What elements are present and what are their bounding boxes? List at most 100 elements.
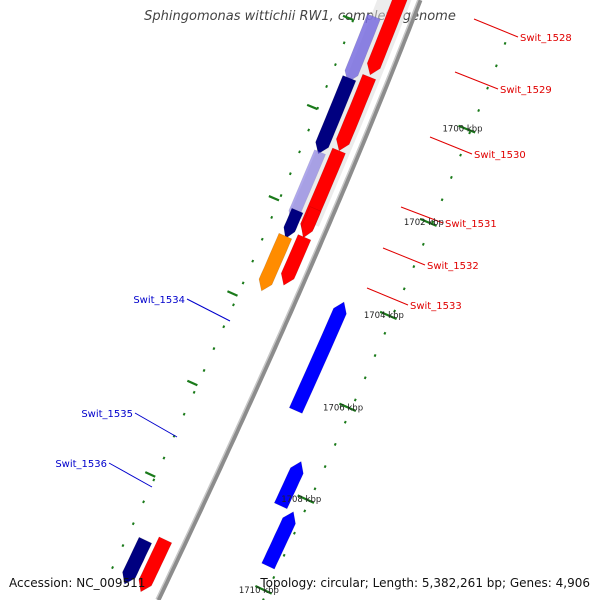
leader-line: [382, 247, 426, 266]
ruler-label: 1700 kbp: [443, 125, 483, 135]
gene-arrow-swit-1536: [261, 511, 296, 570]
major-tick: [419, 217, 437, 227]
gene-arrow-next-dark: [122, 536, 153, 585]
minor-tick: [111, 565, 114, 570]
minor-tick: [282, 553, 286, 557]
major-tick: [338, 402, 357, 412]
major-tick: [254, 584, 273, 595]
gene-arrow-swit-1534: [288, 301, 347, 414]
major-tick: [268, 195, 280, 202]
minor-tick: [192, 390, 196, 394]
leader-line: [473, 18, 519, 38]
gene-arrow-swit-1532: [280, 234, 312, 286]
major-tick: [186, 379, 198, 387]
minor-tick: [431, 220, 435, 224]
major-tick: [297, 494, 315, 504]
gene-arrow-swit-1528: [366, 0, 408, 76]
leader-line: [366, 287, 409, 306]
minor-tick: [412, 265, 416, 269]
minor-tick: [307, 128, 311, 132]
major-tick: [342, 14, 354, 21]
gene-arrow-swit-1535: [273, 461, 304, 510]
leader-line: [108, 462, 153, 488]
backbone-line: [155, 0, 423, 600]
minor-tick: [270, 215, 274, 219]
minor-tick: [333, 442, 337, 446]
minor-tick: [477, 108, 481, 113]
minor-tick: [402, 287, 406, 291]
minor-tick: [421, 242, 425, 246]
gene-label: Swit_1531: [445, 219, 497, 230]
minor-tick: [383, 331, 387, 335]
minor-tick: [494, 64, 498, 68]
minor-tick: [303, 509, 307, 513]
minor-tick: [288, 172, 292, 176]
minor-tick: [393, 309, 397, 313]
label-leaders: [108, 18, 519, 488]
gene-arrow-swit-1529b: [344, 13, 381, 83]
minor-tick: [334, 63, 337, 67]
minor-tick: [152, 478, 156, 482]
major-tick: [306, 103, 318, 111]
gene-label: Swit_1528: [520, 33, 572, 44]
minor-tick: [222, 325, 226, 329]
gene-label: Swit_1532: [427, 261, 479, 272]
gene-arrow-swit-1529: [335, 73, 377, 152]
major-tick: [458, 124, 476, 134]
gene-label: Swit_1534: [133, 295, 185, 306]
backbone: [155, 0, 423, 600]
minor-tick: [251, 259, 255, 263]
minor-tick: [449, 175, 453, 179]
genome-summary-text: Topology: circular; Length: 5,382,261 bp…: [260, 576, 590, 590]
minor-tick: [459, 153, 462, 157]
minor-tick: [241, 281, 245, 285]
ruler-label: 1708 kbp: [281, 495, 321, 505]
minor-tick: [162, 456, 166, 460]
minor-tick: [279, 194, 283, 198]
major-tick: [379, 310, 398, 321]
minor-tick: [202, 368, 206, 373]
minor-tick: [486, 86, 489, 90]
ruler-label: 1704 kbp: [364, 311, 404, 321]
minor-tick: [440, 198, 444, 202]
minor-tick: [373, 353, 377, 358]
leader-line: [186, 298, 231, 322]
minor-tick: [260, 237, 264, 241]
minor-tick: [272, 575, 276, 580]
minor-tick: [232, 303, 235, 307]
gene-label: Swit_1529: [500, 85, 552, 96]
ruler-label: 1706 kbp: [323, 403, 363, 413]
minor-tick: [468, 131, 472, 135]
ruler-label: 1702 kbp: [404, 218, 444, 228]
gene-label: Swit_1530: [474, 150, 526, 161]
ruler-ticks: [111, 14, 507, 600]
gene-label: Swit_1536: [55, 459, 107, 470]
major-tick: [144, 471, 156, 478]
backbone-highlight: [155, 0, 419, 600]
minor-tick: [293, 531, 296, 535]
minor-tick: [313, 487, 317, 491]
gene-label: Swit_1533: [410, 301, 462, 312]
minor-tick: [182, 412, 186, 416]
leader-line: [454, 71, 499, 90]
minor-tick: [142, 500, 146, 504]
minor-tick: [323, 465, 327, 469]
gene-arrow-next-fwd: [138, 536, 173, 593]
major-tick: [226, 290, 238, 297]
minor-tick: [121, 544, 125, 548]
leader-line: [429, 136, 473, 155]
minor-tick: [353, 398, 357, 402]
leader-line: [400, 206, 444, 224]
gene-arrow-swit-1531c: [283, 207, 304, 240]
minor-tick: [343, 420, 347, 424]
minor-tick: [131, 522, 135, 526]
ruler-label: 1710 kbp: [239, 586, 279, 596]
gene-arrow-swit-1531: [301, 206, 322, 239]
labels: 1700 kbp 1702 kbp 1704 kbp 1706 kbp 1708 kbp…: [55, 33, 571, 596]
gene-label: Swit_1535: [81, 409, 133, 420]
gene-arrow-swit-1533: [258, 232, 293, 292]
gene-track: [122, 0, 408, 593]
minor-tick: [342, 41, 346, 45]
minor-tick: [503, 41, 507, 45]
